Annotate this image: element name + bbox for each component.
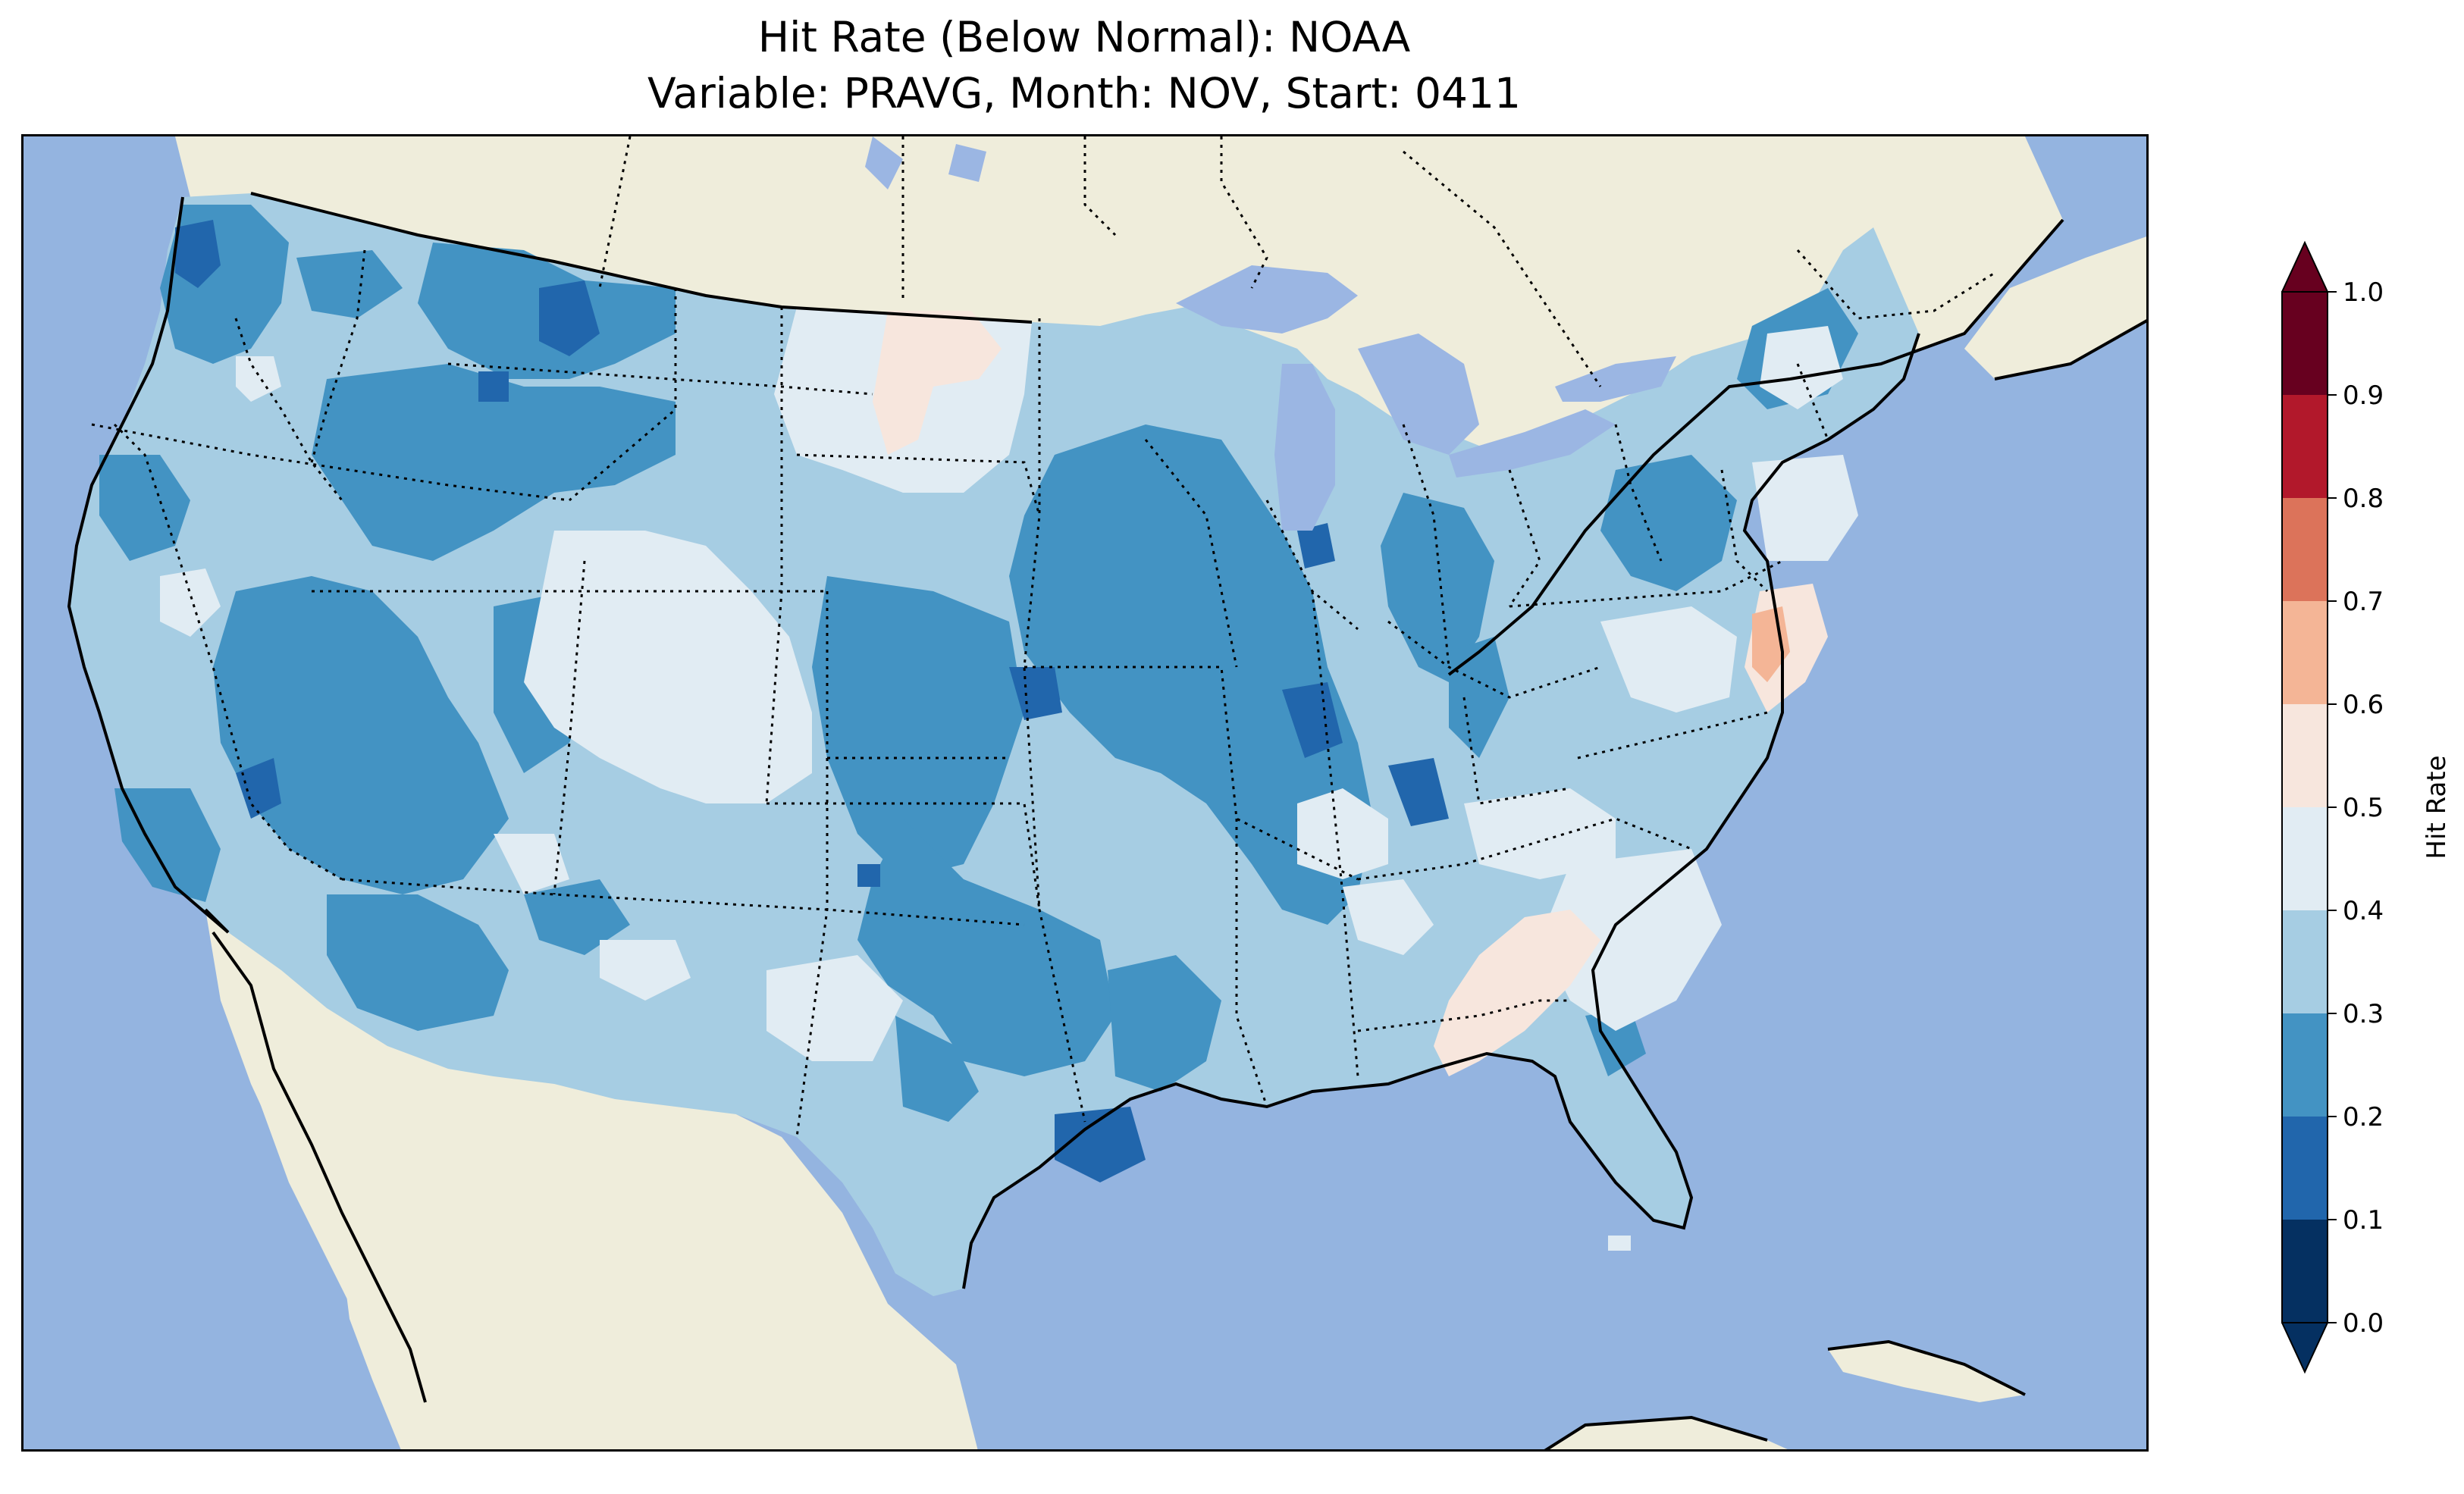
great-lakes [865, 136, 1676, 531]
colorbar-under-triangle [2282, 1323, 2328, 1372]
colorbar-bin-6 [2282, 601, 2328, 704]
colorbar-bin-0 [2282, 1220, 2328, 1323]
colorbar-tick-label: 0.9 [2343, 381, 2384, 411]
colorbar-bin-3 [2282, 910, 2328, 1013]
colorbar-bin-1 [2282, 1117, 2328, 1220]
central-america-land [1547, 1417, 1788, 1449]
colorbar-tick-label: 0.1 [2343, 1205, 2384, 1236]
colorbar-tick-label: 0.3 [2343, 999, 2384, 1029]
colorbar-over-triangle [2282, 243, 2328, 292]
colorbar-bin-8 [2282, 395, 2328, 498]
hit-rate-0.2-0.3-regions [99, 205, 1858, 1122]
colorbar-label: Hit Rate [2422, 755, 2452, 859]
colorbar-bin-4 [2282, 807, 2328, 910]
colorbar-tick-label: 0.8 [2343, 484, 2384, 514]
colorbar-tick-label: 0.2 [2343, 1102, 2384, 1132]
colorbar-ticks: 0.0 0.1 0.2 0.3 0.4 0.5 0.6 0.7 0.8 0.9 1.0 [2328, 277, 2384, 1339]
colorbar-bin-5 [2282, 704, 2328, 807]
baja-land [213, 932, 425, 1402]
colorbar-bins [2282, 292, 2328, 1323]
colorbar-tick-label: 0.4 [2343, 896, 2384, 926]
map-subtitle: Variable: PRAVG, Month: NOV, Start: 0411 [647, 69, 1521, 117]
state-borders [91, 136, 1995, 1138]
colorbar-bin-2 [2282, 1013, 2328, 1117]
hit-rate-0.1-0.2-regions [175, 220, 1449, 1182]
colorbar-tick-label: 1.0 [2343, 277, 2384, 308]
nova-scotia-land [1964, 236, 2146, 379]
map-title: Hit Rate (Below Normal): NOAA [757, 13, 1411, 61]
colorbar-extend-outline [2281, 240, 2328, 1374]
colorbar-bin-7 [2282, 498, 2328, 601]
hit-rate-0.4-0.5-regions [160, 307, 1858, 1251]
coastlines [67, 192, 2146, 1449]
cuba-land [1828, 1342, 2025, 1402]
colorbar-tick-label: 0.7 [2343, 587, 2384, 617]
colorbar-tick-label: 0.6 [2343, 690, 2384, 720]
map-panel [21, 134, 2149, 1452]
colorbar-tick-label: 0.0 [2343, 1308, 2384, 1339]
colorbar-tick-label: 0.5 [2343, 793, 2384, 823]
hit-rate-0.6-0.7-region [1752, 606, 1790, 682]
colorbar-bin-9 [2282, 292, 2328, 395]
conus-map [24, 136, 2146, 1449]
